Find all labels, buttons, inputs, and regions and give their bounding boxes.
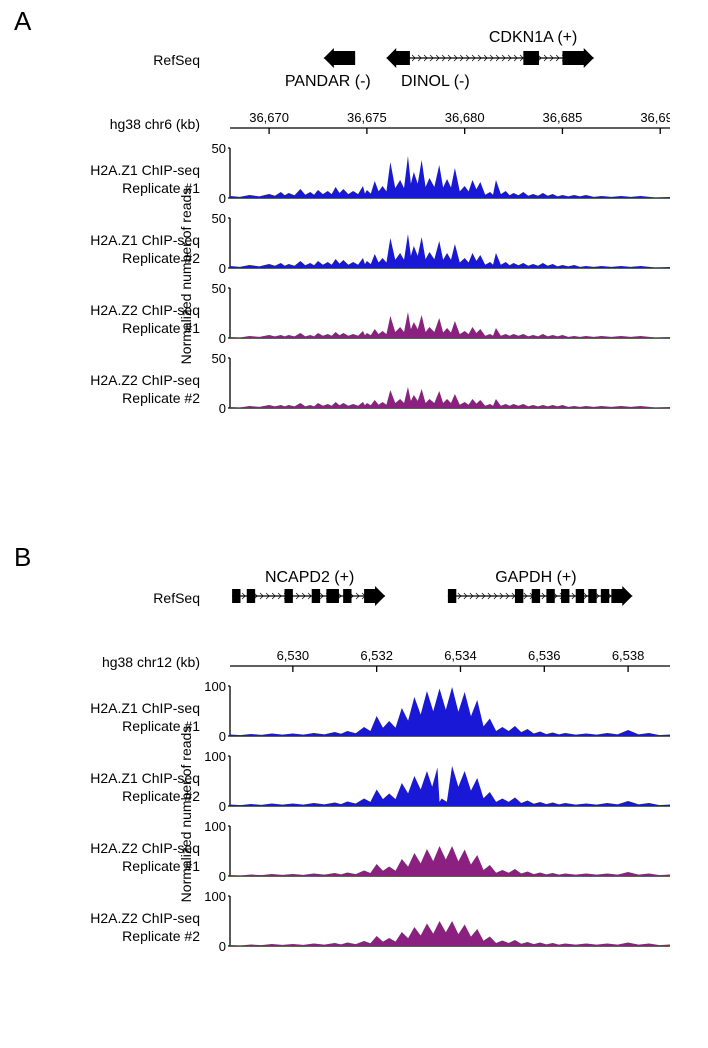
chipseq-area	[230, 234, 670, 268]
chipseq-track-svg	[228, 286, 672, 350]
chipseq-track-svg	[228, 146, 672, 210]
refseq-label: RefSeq	[0, 590, 200, 608]
axis-tick-label: 6,538	[612, 648, 645, 663]
y-tick-label: 0	[202, 729, 226, 744]
track-label: H2A.Z1 ChIP-seqReplicate #2	[0, 232, 200, 267]
gene-track-svg: CDKN1A (+) PANDAR (-) DINOL (-)	[230, 30, 670, 100]
y-tick-label: 0	[202, 261, 226, 276]
axis-tick-label: 36,670	[249, 110, 289, 125]
track-label: H2A.Z2 ChIP-seqReplicate #1	[0, 302, 200, 337]
y-tick-label: 50	[202, 351, 226, 366]
y-tick-label: 50	[202, 211, 226, 226]
panel-a: RefSeq CDKN1A (+) PANDAR (-) DINOL (-) hg38 …	[0, 30, 708, 490]
chipseq-area	[230, 921, 670, 946]
chipseq-track-svg	[228, 216, 672, 280]
panel-b: RefSeq NCAPD2 (+) GAPDH (+) hg38 chr12 (kb)…	[0, 568, 708, 1028]
chipseq-area	[230, 846, 670, 876]
axis-tick-label: 36,685	[543, 110, 583, 125]
track-label: H2A.Z1 ChIP-seqReplicate #2	[0, 770, 200, 805]
gene-label: CDKN1A (+)	[489, 30, 577, 46]
y-axis-title: Normalized number of reads	[178, 677, 194, 951]
chipseq-track-svg	[228, 356, 672, 420]
y-axis-title: Normalized number of reads	[178, 139, 194, 413]
chipseq-track-svg	[228, 684, 672, 748]
gene-label: GAPDH (+)	[495, 569, 576, 586]
axis-tick-label: 6,536	[528, 648, 561, 663]
axis-tick-label: 36,675	[347, 110, 387, 125]
chipseq-area	[230, 312, 670, 338]
y-tick-label: 0	[202, 331, 226, 346]
genome-axis-svg: 6,530 6,532 6,534 6,536 6,538	[230, 640, 670, 684]
gene-label: NCAPD2 (+)	[265, 569, 354, 586]
y-tick-label: 0	[202, 191, 226, 206]
chipseq-area	[230, 156, 670, 198]
y-tick-label: 100	[202, 819, 226, 834]
gene-track-svg: NCAPD2 (+) GAPDH (+)	[230, 568, 670, 638]
axis-tick-label: 6,534	[444, 648, 477, 663]
genome-axis-svg: 36,670 36,675 36,680 36,685 36,690	[230, 102, 670, 146]
y-tick-label: 50	[202, 141, 226, 156]
y-tick-label: 0	[202, 799, 226, 814]
axis-tick-label: 6,530	[277, 648, 310, 663]
gene-label: PANDAR (-)	[285, 73, 371, 90]
track-label: H2A.Z2 ChIP-seqReplicate #1	[0, 840, 200, 875]
axis-tick-label: 36,690	[640, 110, 670, 125]
chipseq-track-svg	[228, 824, 672, 888]
genome-coord-label: hg38 chr6 (kb)	[0, 116, 200, 134]
track-label: H2A.Z2 ChIP-seqReplicate #2	[0, 910, 200, 945]
axis-tick-label: 36,680	[445, 110, 485, 125]
y-tick-label: 100	[202, 889, 226, 904]
y-tick-label: 0	[202, 401, 226, 416]
y-tick-label: 0	[202, 869, 226, 884]
track-label: H2A.Z2 ChIP-seqReplicate #2	[0, 372, 200, 407]
track-label: H2A.Z1 ChIP-seqReplicate #1	[0, 162, 200, 197]
y-tick-label: 100	[202, 749, 226, 764]
chipseq-area	[230, 766, 670, 806]
chipseq-track-svg	[228, 754, 672, 818]
gene-label: DINOL (-)	[401, 73, 470, 90]
chipseq-track-svg	[228, 894, 672, 958]
refseq-label: RefSeq	[0, 52, 200, 70]
y-tick-label: 50	[202, 281, 226, 296]
chipseq-area	[230, 687, 670, 736]
y-tick-label: 100	[202, 679, 226, 694]
chipseq-area	[230, 387, 670, 408]
track-label: H2A.Z1 ChIP-seqReplicate #1	[0, 700, 200, 735]
y-tick-label: 0	[202, 939, 226, 954]
axis-tick-label: 6,532	[360, 648, 393, 663]
genome-coord-label: hg38 chr12 (kb)	[0, 654, 200, 672]
